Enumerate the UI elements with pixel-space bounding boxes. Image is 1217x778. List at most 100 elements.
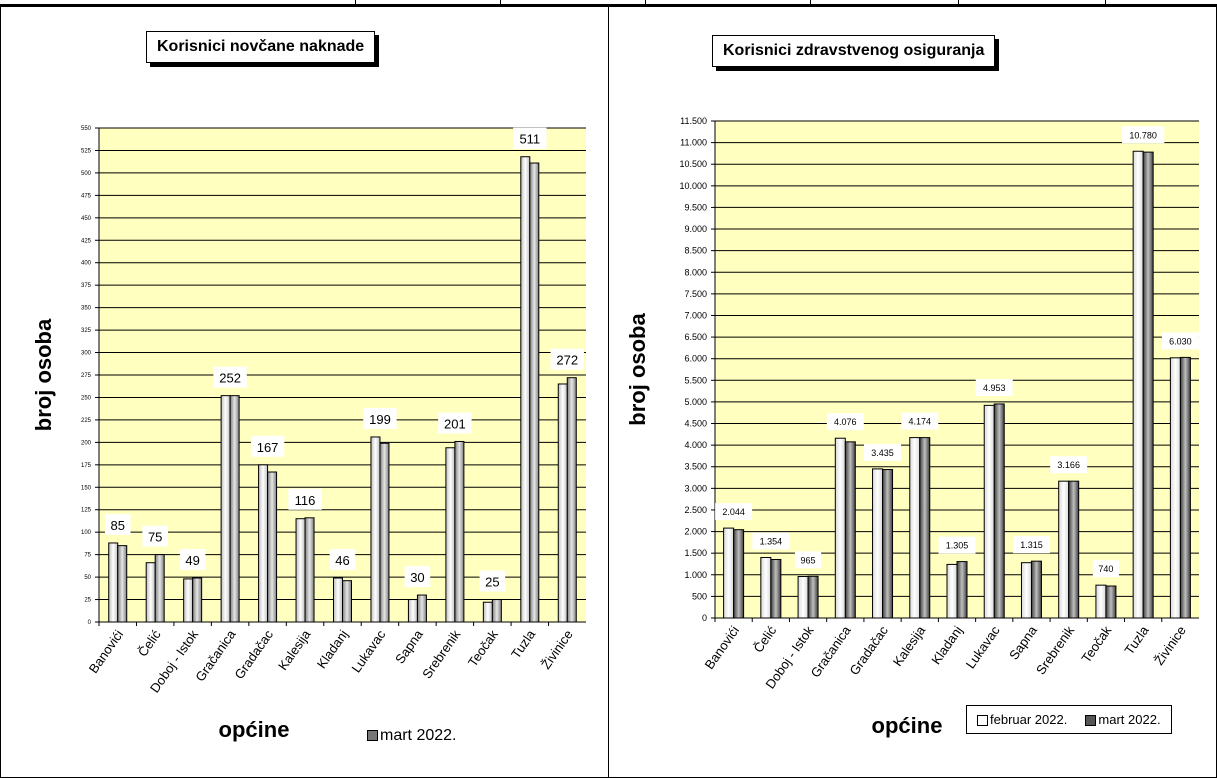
y-tick-label: 550 (81, 126, 92, 132)
bar-first-series (557, 383, 568, 623)
y-tick-label: 5.000 (684, 397, 707, 407)
x-tick-label: Gradačac (231, 627, 276, 682)
data-label: 965 (801, 555, 816, 565)
data-label-bg (794, 551, 822, 569)
y-tick-label: 400 (81, 261, 92, 267)
y-tick-label: 10.000 (679, 181, 707, 191)
data-label-bg (1121, 126, 1165, 144)
y-tick-label: 2.000 (684, 527, 707, 537)
bar-second-series (993, 403, 1005, 619)
data-label-bg (250, 435, 285, 457)
bar-first-series (946, 563, 958, 619)
bar-first-series (520, 156, 531, 623)
data-label: 4.953 (983, 383, 1006, 393)
y-tick-label: 3.500 (684, 462, 707, 472)
bar-first-series (108, 542, 119, 623)
y-tick-label: 125 (81, 508, 92, 514)
plot-area (715, 121, 1199, 618)
x-tick-label: Kladanj (928, 623, 965, 667)
bar-second-series (192, 577, 203, 623)
x-tick-label: Kladanj (314, 627, 351, 671)
y-tick-label: 525 (81, 148, 92, 154)
bar-second-series (454, 440, 465, 623)
bar-first-series (482, 601, 493, 623)
bar-first-series (258, 464, 269, 623)
bar-first-series (445, 447, 456, 623)
y-tick-label: 25 (84, 598, 91, 604)
y-tick-label: 11.000 (680, 138, 707, 148)
data-label: 10.780 (1129, 130, 1157, 140)
y-tick-label: 100 (81, 530, 92, 536)
x-tick-label: Gradačac (846, 623, 891, 678)
y-tick-label: 0 (702, 613, 707, 623)
data-label: 85 (110, 518, 124, 533)
x-tick-label: Lukavac (348, 627, 388, 676)
y-tick-label: 500 (692, 591, 707, 601)
data-label: 75 (148, 530, 162, 545)
bar-second-series (1105, 585, 1117, 619)
x-axis-label: općine (872, 713, 943, 738)
y-tick-label: 6.000 (684, 354, 707, 364)
legend-label-mart: mart 2022. (380, 727, 457, 744)
chart-legend: februar 2022. mart 2022. (966, 705, 1172, 734)
y-tick-label: 450 (81, 216, 92, 222)
data-label-bg (513, 127, 547, 149)
data-label-bg (1161, 332, 1199, 350)
y-tick-label: 11.500 (680, 116, 707, 126)
data-label-bg (479, 570, 506, 592)
bar-second-series (1030, 560, 1042, 619)
y-tick-label: 300 (81, 351, 92, 357)
data-label-bg (438, 412, 472, 434)
data-label: 199 (369, 412, 391, 427)
y-tick-label: 10.500 (679, 159, 707, 169)
data-label-bg (550, 348, 584, 370)
x-tick-label: Banovići (702, 623, 743, 672)
x-tick-label: Čelić (750, 623, 779, 656)
bar-second-series (491, 599, 502, 623)
x-tick-label: Lukavac (963, 623, 1003, 672)
x-tick-label: Teočak (465, 627, 501, 670)
y-axis-label: broj osoba (625, 313, 650, 426)
bar-first-series (909, 437, 921, 619)
y-tick-label: 250 (81, 395, 92, 401)
chart-panel-left: Korisnici novčane naknade broj osoba 0 25 5… (0, 6, 609, 778)
bar-second-series (733, 529, 745, 619)
data-label: 1.315 (1020, 540, 1043, 550)
data-label-bg (363, 407, 397, 429)
y-tick-label: 275 (81, 373, 92, 379)
data-label: 252 (219, 371, 241, 386)
chart-panel-right: Korisnici zdravstvenog osiguranja broj o… (608, 6, 1217, 778)
bar-second-series (1068, 480, 1080, 619)
data-label: 272 (556, 353, 578, 368)
y-tick-label: 1.000 (684, 570, 707, 580)
legend-label-februar: februar 2022. (990, 712, 1068, 727)
x-tick-label: Živinice (538, 627, 576, 672)
y-tick-label: 200 (81, 440, 92, 446)
x-tick-label: Živinice (1151, 623, 1189, 668)
data-label-bg (752, 532, 790, 550)
x-tick-label: Sapna (392, 626, 426, 666)
data-label-bg (404, 566, 431, 588)
bar-second-series (919, 437, 931, 619)
bar-second-series (882, 469, 894, 619)
chart-right: broj osoba 0 500 1.000 1.500 2.000 2.500 3.000 3… (625, 116, 1199, 738)
y-tick-label: 7.000 (684, 310, 707, 320)
data-label: 25 (485, 575, 499, 590)
x-tick-label: Sapna (1006, 622, 1040, 662)
chart-legend: mart 2022. (357, 721, 467, 751)
x-tick-label: Kalesija (890, 622, 929, 669)
y-tick-label: 1.500 (684, 548, 707, 558)
bar-first-series (145, 562, 156, 623)
bar-second-series (304, 517, 315, 623)
data-label: 3.166 (1057, 460, 1080, 470)
bar-second-series (807, 575, 819, 619)
bar-second-series (529, 162, 540, 623)
bar-first-series (1132, 150, 1144, 619)
bar-first-series (333, 577, 343, 623)
bar-first-series (872, 468, 884, 619)
bar-first-series (723, 527, 735, 619)
y-tick-label: 9.500 (684, 202, 707, 212)
bar-first-series (834, 437, 846, 619)
bar-second-series (566, 377, 577, 623)
data-label-bg (826, 413, 864, 431)
